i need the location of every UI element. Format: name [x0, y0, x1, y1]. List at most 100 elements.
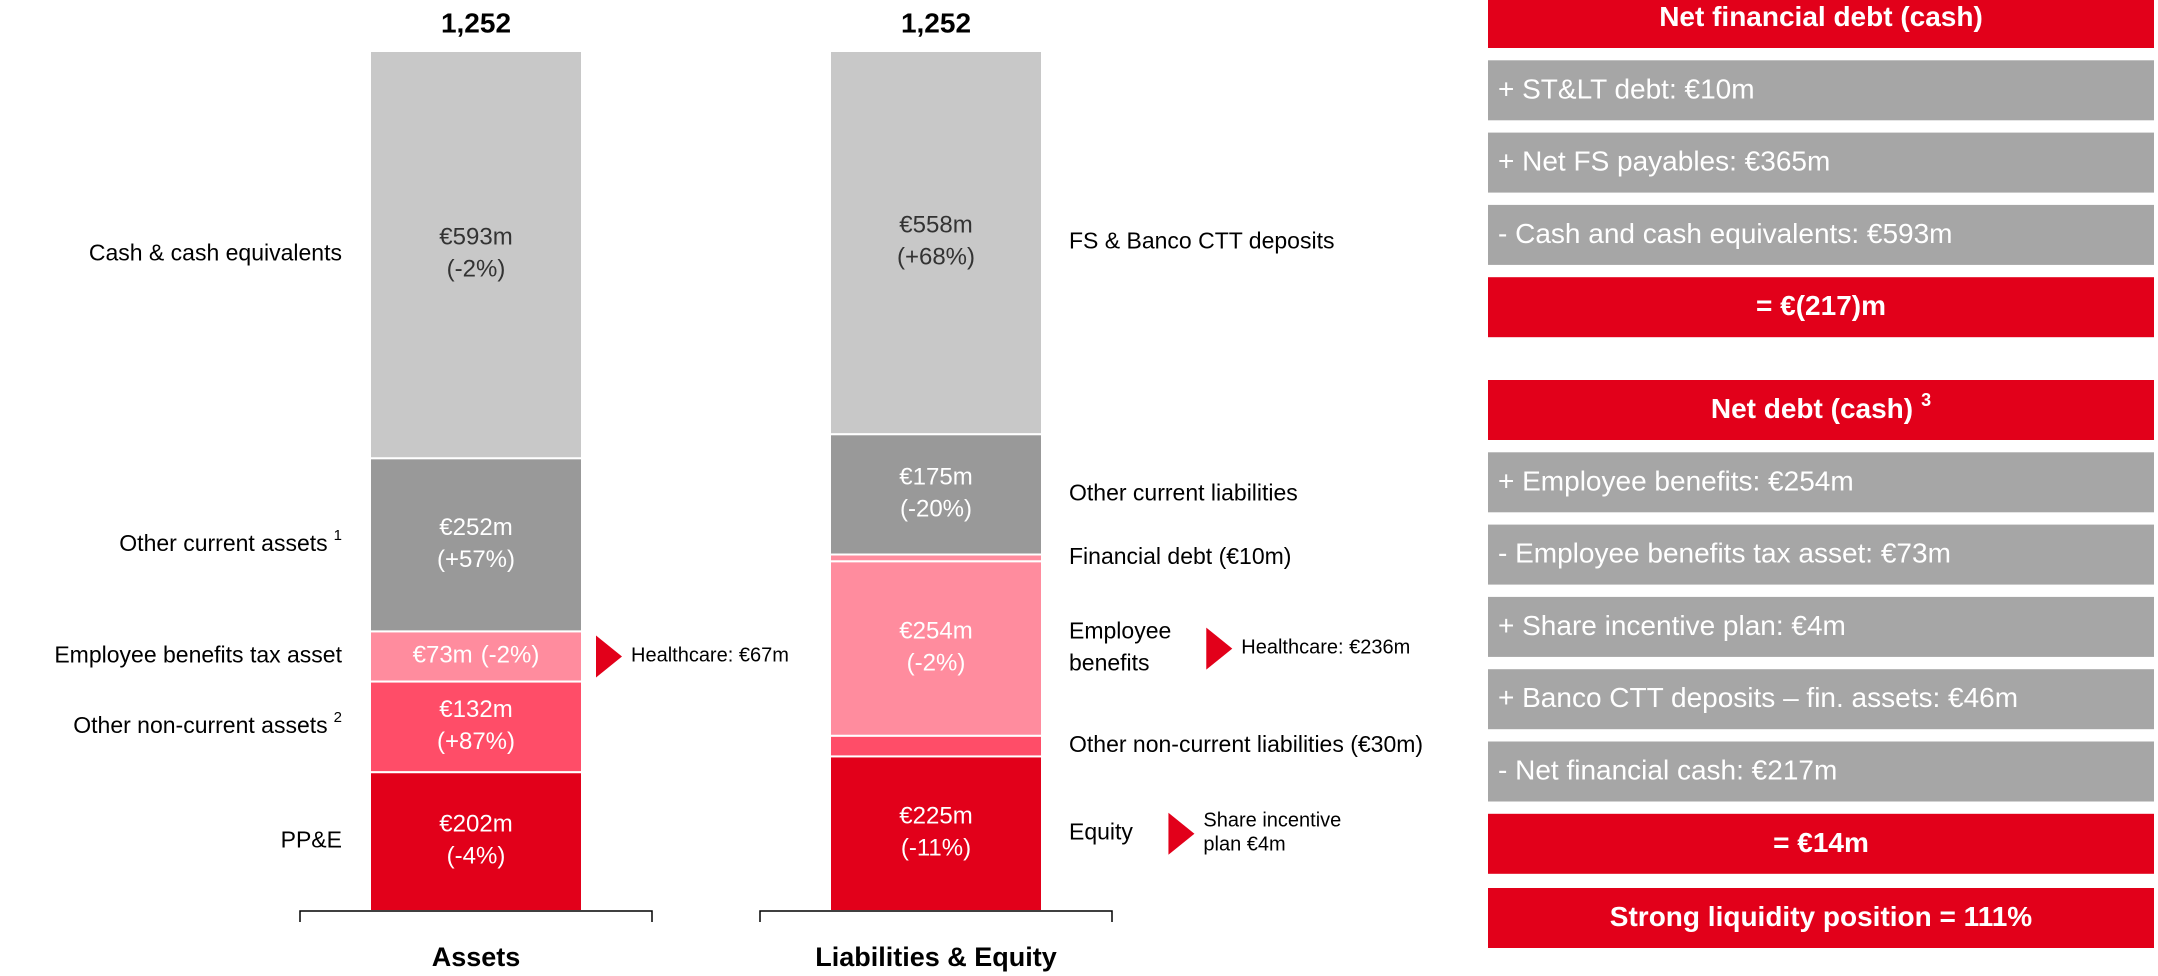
panel-box: [1488, 452, 2154, 513]
segment-name-line: Employee benefits tax asset: [54, 642, 342, 668]
segment-change: (-4%): [447, 843, 506, 870]
panel-text: + Net FS payables: €365m: [1498, 146, 1830, 177]
segment-name: FS & Banco CTT deposits: [1069, 228, 1334, 254]
segment-name-line: FS & Banco CTT deposits: [1069, 228, 1334, 254]
panel-text: + Banco CTT deposits – fin. assets: €46m: [1498, 683, 2018, 714]
segment-change: (-2%): [447, 256, 506, 283]
panel-box: [1488, 277, 2154, 338]
panel-text-main: Net debt (cash): [1711, 393, 1913, 424]
callout-arrow: [1206, 627, 1233, 670]
segment-label: €254m (-2%): [899, 618, 972, 677]
panel-text-main: + ST&LT debt: €10m: [1498, 74, 1755, 105]
segment-name: Employee benefits: [1069, 618, 1171, 676]
segment-value: €593m: [439, 224, 512, 251]
bar-segment: [369, 680, 583, 774]
panel-text-main: = €(217)m: [1756, 291, 1886, 322]
segment-change: (-11%): [901, 835, 971, 862]
panel-box: [1488, 813, 2154, 874]
callout-line: Healthcare: €67m: [631, 645, 789, 667]
category-label: Liabilities & Equity: [815, 942, 1057, 972]
callout-text: Share incentive plan €4m: [1203, 810, 1341, 856]
segment-name-line: Other current assets: [119, 530, 327, 556]
panel-text-main: Strong liquidity position = 111%: [1610, 901, 2032, 932]
panel-box: [1488, 60, 2154, 121]
callout-line: Healthcare: €236m: [1241, 637, 1410, 659]
segment-value: €558m: [899, 212, 972, 239]
panel-text: Net financial debt (cash): [1659, 1, 1983, 32]
panel-box: [1488, 741, 2154, 802]
bar-segment: [829, 553, 1043, 563]
segment-change: (+68%): [897, 244, 975, 271]
panel-text: + Share incentive plan: €4m: [1498, 610, 1846, 641]
panel-text: + Employee benefits: €254m: [1498, 466, 1854, 497]
segment-name-line: Other non-current liabilities (€30m): [1069, 731, 1423, 757]
segment-name: Other non-current liabilities (€30m): [1069, 731, 1423, 757]
segment-value: €73m: [413, 642, 473, 669]
segment-value: €132m: [439, 696, 512, 723]
panel-text: Strong liquidity position = 111%: [1610, 901, 2032, 932]
footnote-marker: 2: [334, 709, 342, 726]
segment-name-line: Cash & cash equivalents: [89, 240, 342, 266]
panel-text: Net debt (cash) 3: [1711, 390, 1931, 425]
bar-total: 1,252: [901, 7, 971, 38]
panel-box: [1488, 669, 2154, 730]
bar-segment: [829, 560, 1043, 737]
panel-text: = €(217)m: [1756, 291, 1886, 322]
bar-total: 1,252: [441, 7, 511, 38]
bar-segment: [829, 433, 1043, 556]
bar-segment: [369, 457, 583, 633]
footnote-marker: 1: [334, 527, 342, 544]
panel-text-main: + Share incentive plan: €4m: [1498, 610, 1846, 641]
bar-segment: [829, 50, 1043, 436]
segment-name: Cash & cash equivalents: [89, 240, 342, 266]
segment-name: Other current assets 1: [119, 527, 342, 556]
segment-label: €252m (+57%): [437, 514, 515, 573]
segment-name: PP&E: [281, 827, 342, 853]
panel-text-main: + Banco CTT deposits – fin. assets: €46m: [1498, 683, 2018, 714]
panel-box: [1488, 596, 2154, 657]
segment-name: Other current liabilities: [1069, 479, 1298, 505]
panel-box: [1488, 132, 2154, 193]
segment-name: Other non-current assets 2: [73, 709, 342, 738]
segment-value: €202m: [439, 811, 512, 838]
panel-text-main: - Employee benefits tax asset: €73m: [1498, 538, 1951, 569]
segment-value: €252m: [439, 514, 512, 541]
panel-text: - Employee benefits tax asset: €73m: [1498, 538, 1951, 569]
segment-name-line: PP&E: [281, 827, 342, 853]
panel-box: [1488, 0, 2154, 48]
segment-change: (-20%): [900, 496, 972, 523]
segment-change: (-2%): [907, 650, 966, 677]
segment-change: (-2%): [481, 642, 540, 669]
segment-name: Equity: [1069, 819, 1133, 845]
panel-text-main: - Cash and cash equivalents: €593m: [1498, 218, 1953, 249]
segment-label: €225m (-11%): [899, 803, 972, 862]
segment-label: €593m (-2%): [439, 224, 512, 283]
panel-box: [1488, 888, 2154, 948]
panel-text: - Cash and cash equivalents: €593m: [1498, 218, 1953, 249]
segment-name-line: Financial debt (€10m): [1069, 543, 1291, 569]
panel-box: [1488, 380, 2154, 440]
segment-value: €225m: [899, 803, 972, 830]
panel-text-main: + Net FS payables: €365m: [1498, 146, 1830, 177]
axis-bracket: [759, 910, 1113, 922]
segment-value: €175m: [899, 464, 972, 491]
bar-segment: [829, 734, 1043, 758]
segment-label: €202m (-4%): [439, 811, 512, 870]
callout-line: Share incentive: [1203, 810, 1341, 832]
segment-label: €175m (-20%): [899, 464, 972, 523]
panel-text-main: - Net financial cash: €217m: [1498, 755, 1837, 786]
callout-arrow: [1168, 812, 1195, 855]
segment-change: (+57%): [437, 546, 515, 573]
callout-line: plan €4m: [1203, 834, 1285, 856]
segment-change: (+87%): [437, 728, 515, 755]
bar-segment: [369, 771, 583, 913]
panel-text-main: Net financial debt (cash): [1659, 1, 1983, 32]
callout-text: Healthcare: €67m: [631, 645, 789, 667]
axis-bracket: [299, 910, 653, 922]
category-label: Assets: [432, 942, 521, 972]
segment-name-line: Other current liabilities: [1069, 479, 1298, 505]
segment-name-line: Other non-current assets: [73, 712, 327, 738]
panel-text-main: + Employee benefits: €254m: [1498, 466, 1854, 497]
segment-value: €254m: [899, 618, 972, 645]
